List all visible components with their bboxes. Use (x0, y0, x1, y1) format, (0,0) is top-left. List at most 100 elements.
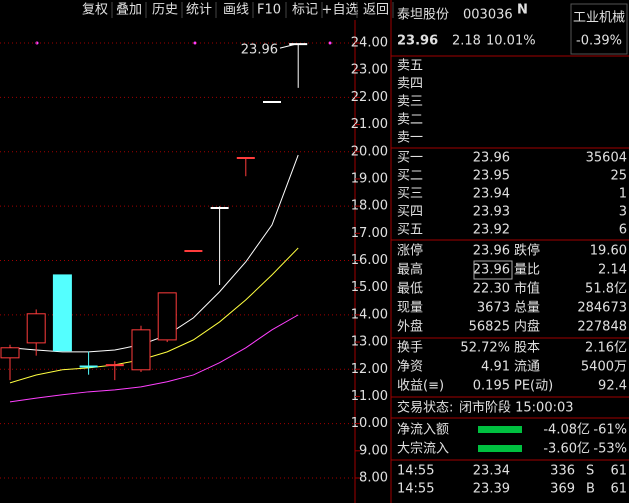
status: 闭市阶段 15:00:03 (459, 400, 574, 416)
stat-value: 22.30 (473, 282, 510, 297)
marker-dot (193, 41, 197, 45)
flow-bar (478, 426, 522, 433)
stat-label: 内盘 (514, 319, 540, 335)
moving-average (9, 314, 299, 403)
flow-amount: -4.08亿 (543, 423, 590, 438)
fund-label: 换手 (397, 341, 423, 356)
annotation-arrow (279, 43, 297, 49)
toolbar-button[interactable]: 标记 (292, 3, 318, 18)
toolbar-button[interactable]: 画线 (223, 3, 249, 18)
bid-price: 23.92 (473, 223, 510, 238)
sector: 工业机械 (573, 11, 625, 26)
stat-label: 最低 (397, 282, 423, 297)
bid-label: 买二 (397, 169, 423, 184)
toolbar-button[interactable]: +自选 (322, 3, 359, 18)
tick-volume: 336 (550, 464, 575, 479)
badge: N (517, 3, 528, 18)
stat-value: 19.60 (590, 244, 627, 259)
y-tick-label: 16.00 (351, 253, 388, 268)
stat-value: 23.96 (473, 263, 510, 278)
stat-value: 3673 (477, 301, 510, 316)
stat-label: 最高 (397, 262, 423, 278)
flow-amount: -3.60亿 (543, 442, 590, 457)
bid-price: 23.96 (473, 151, 510, 166)
bid-volume: 35604 (586, 151, 627, 166)
tick-time: 14:55 (397, 482, 434, 497)
flow-pct: -53% (593, 442, 627, 457)
candle-body (26, 313, 46, 344)
bid-volume: 25 (610, 169, 627, 184)
fund-value: 4.91 (481, 360, 510, 375)
stat-label: 现量 (397, 301, 423, 316)
ask-label: 卖五 (397, 59, 423, 74)
y-tick-label: 14.00 (351, 307, 388, 322)
fund-value: 5400万 (581, 360, 627, 375)
bid-price: 23.95 (473, 169, 510, 184)
y-tick-label: 20.00 (351, 144, 388, 159)
flow-label: 净流入额 (397, 423, 449, 438)
bid-price: 23.94 (473, 187, 510, 202)
tick-count: 61 (610, 464, 627, 479)
ask-label: 卖二 (397, 113, 423, 128)
change: 2.18 (452, 34, 481, 49)
tick-price: 23.39 (473, 482, 510, 497)
tick-price: 23.34 (473, 464, 510, 479)
bid-label: 买五 (397, 223, 423, 238)
fund-value: 92.4 (598, 379, 627, 394)
toolbar-bg (0, 0, 391, 20)
fund-value: 0.195 (473, 379, 510, 394)
toolbar-button[interactable]: 统计 (186, 3, 212, 18)
sector-box (570, 3, 628, 55)
toolbar-button[interactable]: 返回 (363, 3, 389, 18)
tick-time: 14:55 (397, 464, 434, 479)
toolbar-button[interactable]: 历史 (152, 3, 178, 18)
candle-body (0, 347, 20, 359)
moving-average (9, 247, 299, 384)
flow-label: 大宗流入 (397, 441, 449, 457)
ask-label: 卖四 (397, 77, 423, 92)
ask-label: 卖一 (397, 131, 423, 146)
candle-body (131, 329, 151, 371)
y-tick-label: 10.00 (351, 416, 388, 431)
toolbar-button[interactable]: 复权 (82, 2, 108, 18)
bid-label: 买四 (397, 205, 423, 220)
toolbar-button[interactable]: 叠加 (116, 3, 142, 18)
marker-dot (328, 41, 332, 45)
stat-value: 51.8亿 (585, 282, 627, 297)
y-tick-label: 8.00 (359, 471, 388, 486)
fund-label: 股本 (514, 341, 540, 356)
bid-volume: 6 (619, 223, 627, 238)
y-tick-label: 9.00 (359, 443, 388, 458)
fund-value: 2.16亿 (585, 341, 627, 356)
y-tick-label: 17.00 (351, 226, 388, 241)
flow-bar (478, 445, 522, 452)
fund-label: 净资 (397, 360, 423, 375)
stat-value: 227848 (577, 320, 627, 335)
flow-pct: -61% (593, 423, 627, 438)
fund-value: 52.72% (460, 341, 510, 356)
y-tick-label: 22.00 (351, 90, 388, 105)
stock-name: 泰坦股份 (397, 8, 449, 23)
marker-dot (35, 41, 39, 45)
y-tick-label: 23.00 (351, 63, 388, 78)
stat-label: 量比 (514, 263, 540, 278)
toolbar-button[interactable]: F10 (257, 3, 281, 18)
fund-label: 流通 (514, 360, 540, 375)
y-tick-label: 13.00 (351, 335, 388, 350)
stat-label: 外盘 (397, 319, 423, 335)
stat-value: 284673 (577, 301, 627, 316)
highlight-box (473, 260, 513, 280)
y-tick-label: 11.00 (351, 389, 388, 404)
y-tick-label: 12.00 (351, 362, 388, 377)
bid-price: 23.93 (473, 205, 510, 220)
y-tick-label: 19.00 (351, 171, 388, 186)
y-tick-label: 15.00 (351, 280, 388, 295)
stock-code: 003036 (463, 8, 513, 23)
stat-label: 市值 (514, 281, 540, 297)
status-label: 交易状态: (397, 400, 453, 416)
stat-label: 涨停 (397, 243, 423, 259)
tick-count: 61 (610, 482, 627, 497)
stat-label: 总量 (514, 301, 540, 316)
